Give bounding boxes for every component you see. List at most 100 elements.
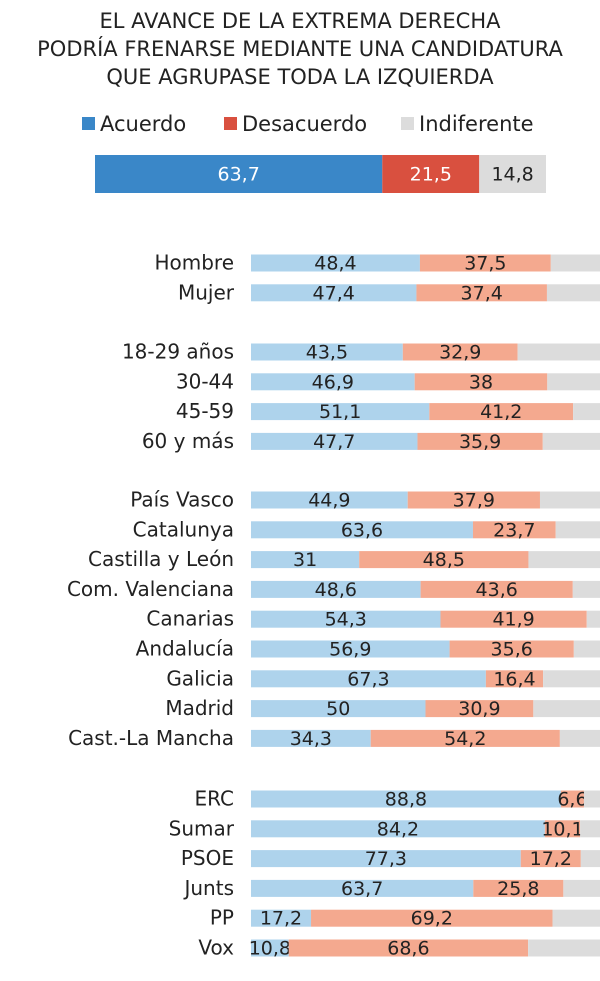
bar-segment (251, 610, 441, 628)
category-label: Sumar (169, 816, 235, 840)
category-label: Hombre (154, 251, 234, 275)
value-label: 69,2 (411, 908, 453, 930)
value-label: 54,2 (444, 728, 486, 750)
bar-segment (416, 284, 547, 302)
bar-segment (555, 521, 600, 539)
value-label: 54,3 (325, 609, 367, 631)
bar-segment (402, 343, 518, 361)
bar-segment (420, 580, 573, 598)
value-label: 56,9 (329, 639, 371, 661)
value-label: 63,7 (341, 878, 383, 900)
bar-segment (419, 254, 551, 272)
chart-title: PODRÍA FRENARSE MEDIANTE UNA CANDIDATURA (37, 36, 563, 61)
bar-segment (311, 909, 553, 927)
value-label: 37,4 (461, 282, 503, 304)
value-label: 21,5 (410, 164, 452, 186)
bar-segment (528, 551, 600, 569)
bar-segment (552, 909, 600, 927)
bar-segment (251, 403, 430, 421)
value-label: 48,6 (315, 579, 357, 601)
bar-segment (382, 155, 480, 193)
value-label: 16,4 (493, 668, 535, 690)
value-label: 48,4 (314, 253, 356, 275)
category-label: PSOE (181, 846, 234, 870)
bar-segment (550, 254, 600, 272)
value-label: 46,9 (312, 371, 354, 393)
value-label: 43,5 (306, 342, 348, 364)
value-label: 14,8 (491, 164, 533, 186)
bar-segment (543, 670, 600, 688)
bar-segment (517, 343, 600, 361)
value-label: 41,9 (492, 609, 534, 631)
bar-segment (359, 551, 529, 569)
bar-segment (429, 403, 574, 421)
bar-segment (251, 254, 420, 272)
category-label: ERC (194, 787, 234, 811)
chart-title: EL AVANCE DE LA EXTREMA DERECHA (100, 9, 502, 33)
bar-segment (573, 640, 600, 658)
value-label: 44,9 (308, 490, 350, 512)
value-label: 48,5 (423, 549, 465, 571)
category-label: Cast.-La Mancha (68, 726, 234, 750)
bar-segment (563, 879, 600, 897)
bar-segment (251, 790, 561, 808)
value-label: 38 (469, 371, 493, 393)
bar-segment (251, 580, 421, 598)
bar-segment (544, 820, 581, 838)
value-label: 67,3 (347, 668, 389, 690)
bar-segment (520, 850, 581, 868)
value-label: 63,6 (341, 519, 383, 541)
legend-label: Acuerdo (100, 112, 186, 136)
bar-segment (251, 909, 312, 927)
value-label: 17,2 (530, 848, 572, 870)
bar-segment (473, 879, 564, 897)
bar-segment (573, 403, 600, 421)
value-label: 77,3 (365, 848, 407, 870)
bar-segment (560, 790, 584, 808)
category-label: Vox (198, 936, 234, 960)
bar-segment (572, 580, 600, 598)
bar-segment (251, 343, 403, 361)
value-label: 35,6 (491, 639, 533, 661)
category-label: Junts (182, 876, 234, 900)
category-label: 60 y más (142, 429, 234, 453)
bar-segment (528, 939, 600, 957)
bar-segment (547, 373, 600, 391)
category-label: 18-29 años (122, 340, 234, 364)
chart-title: QUE AGRUPASE TODA LA IZQUIERDA (106, 65, 494, 89)
bar-segment (288, 939, 529, 957)
value-label: 31 (293, 549, 317, 571)
bar-segment (251, 879, 474, 897)
category-label: Castilla y León (88, 547, 234, 571)
bar-segment (251, 284, 417, 302)
value-label: 6,6 (557, 789, 587, 811)
bar-segment (251, 640, 450, 658)
bar-segment (251, 700, 426, 718)
value-label: 35,9 (459, 431, 501, 453)
bar-segment (586, 610, 600, 628)
bar-segment (251, 939, 289, 957)
value-label: 30,9 (458, 698, 500, 720)
category-label: Andalucía (136, 637, 234, 661)
bar-segment (583, 790, 600, 808)
value-label: 37,9 (453, 490, 495, 512)
category-label: Com. Valenciana (67, 577, 234, 601)
bar-segment (479, 155, 546, 193)
bar-segment (370, 729, 560, 747)
value-label: 68,6 (387, 938, 429, 960)
bar-segment (417, 432, 543, 450)
category-label: Galicia (166, 666, 234, 690)
category-label: PP (210, 906, 234, 930)
bar-segment (472, 521, 556, 539)
value-label: 84,2 (377, 818, 419, 840)
bar-segment (485, 670, 544, 688)
bar-segment (580, 820, 600, 838)
category-label: País Vasco (130, 488, 234, 512)
bar-segment (251, 551, 360, 569)
legend-swatch (224, 117, 237, 130)
bar-segment (251, 729, 371, 747)
value-label: 51,1 (319, 401, 361, 423)
bar-segment (546, 284, 600, 302)
bar-segment (440, 610, 587, 628)
